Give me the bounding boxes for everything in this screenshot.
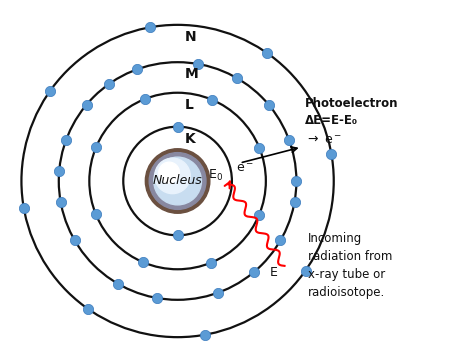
Point <box>55 168 63 173</box>
Point <box>264 50 271 56</box>
Text: K: K <box>184 132 195 146</box>
Point <box>139 259 147 265</box>
Point <box>265 102 273 108</box>
Point <box>250 269 258 275</box>
Point <box>153 295 161 301</box>
Text: $\rightarrow$ e$^-$: $\rightarrow$ e$^-$ <box>305 134 342 147</box>
Ellipse shape <box>149 153 206 209</box>
Point <box>302 268 310 273</box>
Point <box>208 97 216 103</box>
Point <box>174 232 182 238</box>
Text: Nucleus: Nucleus <box>153 174 202 188</box>
Point <box>71 237 79 243</box>
Point <box>233 75 241 81</box>
Point <box>328 151 335 157</box>
Ellipse shape <box>159 162 180 183</box>
Point <box>57 199 64 205</box>
Text: E: E <box>270 266 278 279</box>
Point <box>141 96 148 102</box>
Text: L: L <box>184 98 193 112</box>
Point <box>106 81 113 87</box>
Text: e$^-$: e$^-$ <box>236 162 254 175</box>
Point <box>20 205 27 211</box>
Point <box>292 178 300 184</box>
Ellipse shape <box>154 157 201 205</box>
Point <box>174 124 182 130</box>
Point <box>291 199 299 205</box>
Point <box>255 212 263 218</box>
Point <box>255 145 263 151</box>
Point <box>201 332 209 338</box>
Point <box>285 138 293 143</box>
Text: Incoming
radiation from
x-ray tube or
radioisotope.: Incoming radiation from x-ray tube or ra… <box>308 232 392 299</box>
Point <box>46 89 54 94</box>
Point <box>194 61 202 67</box>
Point <box>114 281 122 287</box>
Point <box>207 260 214 266</box>
Point <box>214 290 222 295</box>
Ellipse shape <box>146 149 210 213</box>
Ellipse shape <box>155 158 190 194</box>
Text: E$_0$: E$_0$ <box>208 168 223 184</box>
Text: N: N <box>184 30 196 44</box>
Point <box>62 138 70 143</box>
Text: M: M <box>184 67 198 81</box>
Text: Photoelectron
ΔE=E-E₀: Photoelectron ΔE=E-E₀ <box>305 97 398 127</box>
Point <box>84 306 92 312</box>
Point <box>92 211 100 217</box>
Point <box>133 67 141 72</box>
Point <box>83 102 91 108</box>
Point <box>146 24 154 30</box>
Point <box>92 144 100 150</box>
Point <box>277 237 284 243</box>
